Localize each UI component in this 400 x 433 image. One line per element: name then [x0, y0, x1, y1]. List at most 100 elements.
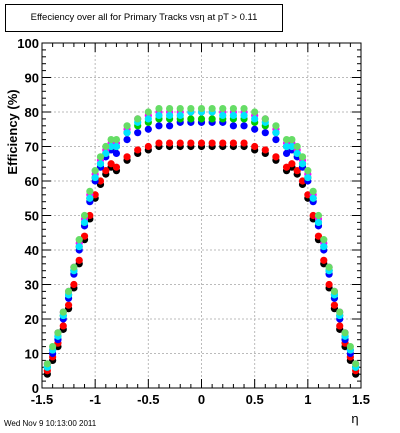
data-point-series-2 — [251, 125, 259, 133]
data-point-series-6 — [107, 136, 115, 144]
data-point-series-1 — [293, 167, 301, 175]
x-tick-label: 0 — [198, 392, 205, 407]
data-point-series-2 — [272, 136, 280, 144]
data-point-series-6 — [75, 236, 83, 244]
data-point-series-6 — [240, 104, 248, 113]
data-point-series-3 — [197, 115, 206, 123]
chart-title-box: Effeciency over all for Primary Tracks v… — [5, 4, 283, 32]
data-point-series-1 — [176, 139, 184, 147]
y-tick-label: 100 — [17, 36, 39, 51]
x-tick-label: -1.5 — [31, 392, 53, 407]
data-point-series-1 — [107, 160, 115, 168]
x-tick-label: -1 — [89, 392, 101, 407]
data-point-series-5 — [144, 115, 152, 123]
data-point-series-1 — [240, 139, 248, 147]
y-tick-label: 80 — [25, 105, 39, 120]
data-point-series-6 — [314, 211, 323, 220]
data-point-series-6 — [320, 236, 328, 244]
data-point-series-1 — [134, 146, 142, 154]
data-point-series-1 — [64, 301, 73, 309]
data-point-series-6 — [91, 167, 99, 175]
data-point-series-6 — [96, 153, 105, 161]
data-point-series-6 — [293, 142, 301, 151]
y-tick-label: 10 — [25, 347, 39, 362]
data-point-series-2 — [144, 125, 152, 133]
data-point-series-6 — [197, 104, 206, 113]
data-point-series-1 — [272, 153, 280, 161]
data-point-series-6 — [325, 263, 333, 271]
y-axis-label: Efficiency (%) — [5, 89, 20, 174]
data-point-series-2 — [261, 129, 269, 137]
data-point-series-6 — [102, 142, 110, 151]
data-point-series-1 — [229, 139, 237, 147]
data-point-series-5 — [272, 129, 280, 137]
data-point-series-6 — [298, 153, 307, 161]
data-point-series-5 — [314, 218, 323, 226]
data-point-series-1 — [166, 139, 174, 147]
timestamp: Wed Nov 9 10:13:00 2011 — [4, 419, 97, 428]
data-point-series-6 — [64, 287, 73, 295]
data-point-series-6 — [123, 122, 131, 130]
data-point-series-2 — [112, 149, 121, 157]
data-point-series-5 — [91, 173, 99, 182]
data-point-series-5 — [240, 111, 248, 120]
data-point-series-5 — [166, 111, 174, 120]
data-point-series-6 — [144, 108, 152, 116]
data-point-series-1 — [304, 191, 312, 199]
data-point-series-1 — [59, 322, 67, 330]
y-tick-label: 40 — [25, 243, 39, 258]
data-point-series-6 — [229, 104, 237, 113]
data-point-series-2 — [229, 122, 237, 130]
data-point-series-1 — [261, 146, 269, 154]
data-point-series-1 — [75, 256, 83, 264]
data-point-series-5 — [107, 142, 115, 151]
data-point-series-1 — [288, 160, 296, 168]
data-point-series-6 — [288, 136, 296, 144]
data-point-series-6 — [80, 211, 89, 220]
y-tick-label: 60 — [25, 174, 39, 189]
data-point-series-5 — [282, 142, 291, 151]
data-point-series-6 — [341, 329, 349, 337]
data-point-series-1 — [102, 167, 110, 175]
data-point-series-5 — [298, 160, 307, 168]
data-point-series-6 — [176, 104, 184, 113]
data-point-series-2 — [282, 149, 291, 157]
data-point-series-1 — [187, 139, 195, 147]
data-point-series-5 — [155, 111, 163, 120]
data-point-series-6 — [49, 343, 57, 351]
data-point-series-3 — [208, 115, 216, 123]
x-tick-label: 0.5 — [246, 392, 264, 407]
data-point-series-1 — [96, 177, 105, 185]
data-point-series-1 — [123, 153, 131, 161]
data-point-series-6 — [330, 287, 339, 295]
data-point-series-6 — [346, 343, 354, 351]
data-point-series-5 — [112, 142, 121, 151]
data-point-series-5 — [309, 194, 317, 202]
x-tick-label: -0.5 — [137, 392, 159, 407]
data-point-series-5 — [102, 149, 110, 157]
x-axis-label: η — [351, 411, 358, 426]
data-point-series-1 — [112, 163, 121, 171]
data-point-series-1 — [309, 211, 317, 220]
data-point-series-5 — [320, 242, 328, 251]
x-tick-label: 1 — [304, 392, 311, 407]
data-point-series-1 — [144, 142, 152, 151]
data-point-series-5 — [86, 194, 94, 202]
data-point-series-5 — [123, 129, 131, 137]
y-tick-label: 0 — [32, 381, 39, 396]
y-tick-label: 50 — [25, 209, 39, 224]
data-point-series-1 — [155, 139, 163, 147]
data-point-series-5 — [80, 218, 89, 226]
data-point-series-1 — [325, 280, 333, 289]
data-point-series-6 — [59, 308, 67, 316]
x-tick-label: 1.5 — [352, 392, 370, 407]
data-point-series-2 — [166, 122, 174, 130]
data-point-series-1 — [208, 139, 216, 147]
y-tick-label: 30 — [25, 278, 39, 293]
data-point-series-1 — [70, 280, 78, 289]
y-tick-label: 70 — [25, 140, 39, 155]
data-point-series-1 — [314, 232, 323, 240]
data-point-series-6 — [86, 187, 94, 195]
data-point-series-5 — [251, 115, 259, 123]
